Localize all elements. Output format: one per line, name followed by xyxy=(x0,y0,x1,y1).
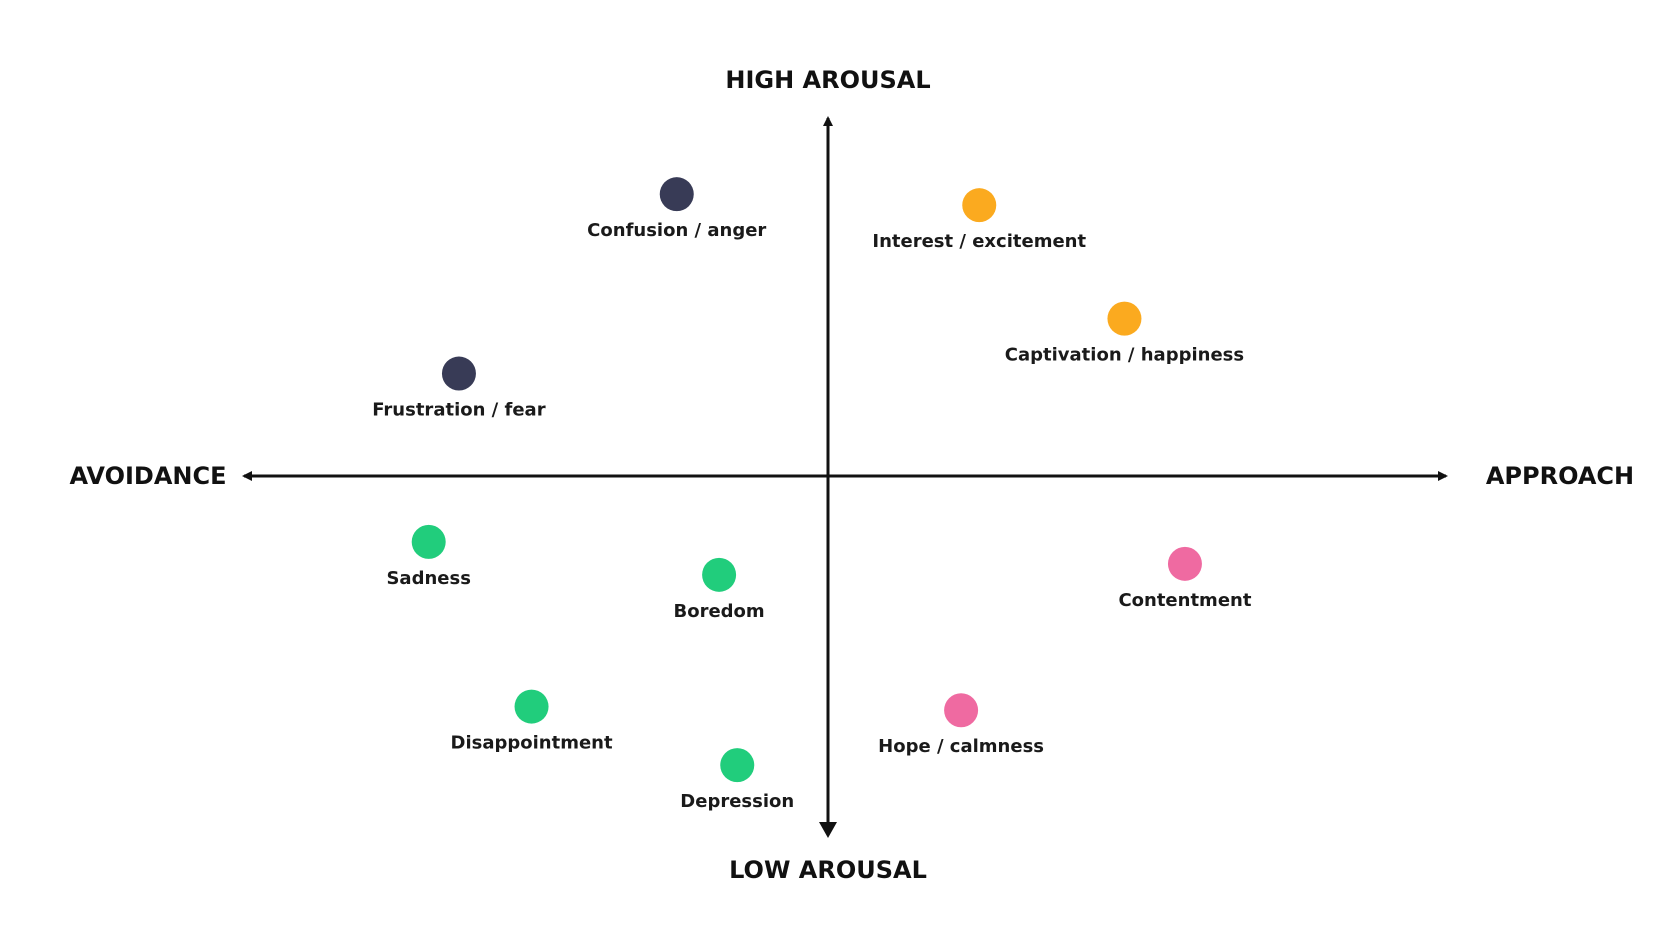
emotion-dot xyxy=(441,356,476,391)
emotion-item-confusion-anger: Confusion / anger xyxy=(587,177,766,241)
emotion-dot xyxy=(1167,546,1202,581)
emotion-label: Interest / excitement xyxy=(872,231,1086,252)
emotion-dot xyxy=(702,557,737,592)
emotion-dot xyxy=(411,524,446,559)
emotion-item-frustration-fear: Frustration / fear xyxy=(372,356,546,421)
emotion-label: Sadness xyxy=(386,568,470,589)
emotion-label: Frustration / fear xyxy=(372,400,545,421)
emotion-label: Hope / calmness xyxy=(878,736,1044,757)
axis-label-approach: APPROACH xyxy=(1486,462,1634,490)
arrow-down-icon xyxy=(819,822,837,838)
emotion-item-captivation-happiness: Captivation / happiness xyxy=(1005,301,1244,366)
emotion-dot xyxy=(1107,301,1142,336)
emotion-dot xyxy=(720,748,755,783)
emotion-item-contentment: Contentment xyxy=(1118,546,1252,611)
emotion-item-sadness: Sadness xyxy=(386,524,471,589)
emotion-label: Confusion / anger xyxy=(587,220,766,241)
emotion-label: Boredom xyxy=(674,601,765,622)
axis-label-low-arousal: LOW AROUSAL xyxy=(729,856,927,884)
emotion-label: Contentment xyxy=(1118,590,1251,611)
emotion-label: Disappointment xyxy=(451,733,613,754)
emotion-item-depression: Depression xyxy=(680,748,794,812)
emotion-dot xyxy=(962,188,997,223)
emotion-label: Depression xyxy=(680,791,794,812)
axis-label-high-arousal: HIGH AROUSAL xyxy=(725,66,930,94)
emotion-item-hope-calmness: Hope / calmness xyxy=(878,693,1044,757)
emotion-dot xyxy=(514,689,549,724)
emotion-points: Confusion / anger Interest / excitement Ca… xyxy=(372,177,1252,812)
emotion-dot xyxy=(944,693,979,728)
emotion-label: Captivation / happiness xyxy=(1005,345,1244,366)
emotion-item-disappointment: Disappointment xyxy=(451,689,613,754)
emotion-item-interest-excitement: Interest / excitement xyxy=(872,188,1086,252)
axis-label-avoidance: AVOIDANCE xyxy=(69,462,226,490)
emotion-dot xyxy=(659,177,694,212)
emotion-item-boredom: Boredom xyxy=(674,557,765,622)
